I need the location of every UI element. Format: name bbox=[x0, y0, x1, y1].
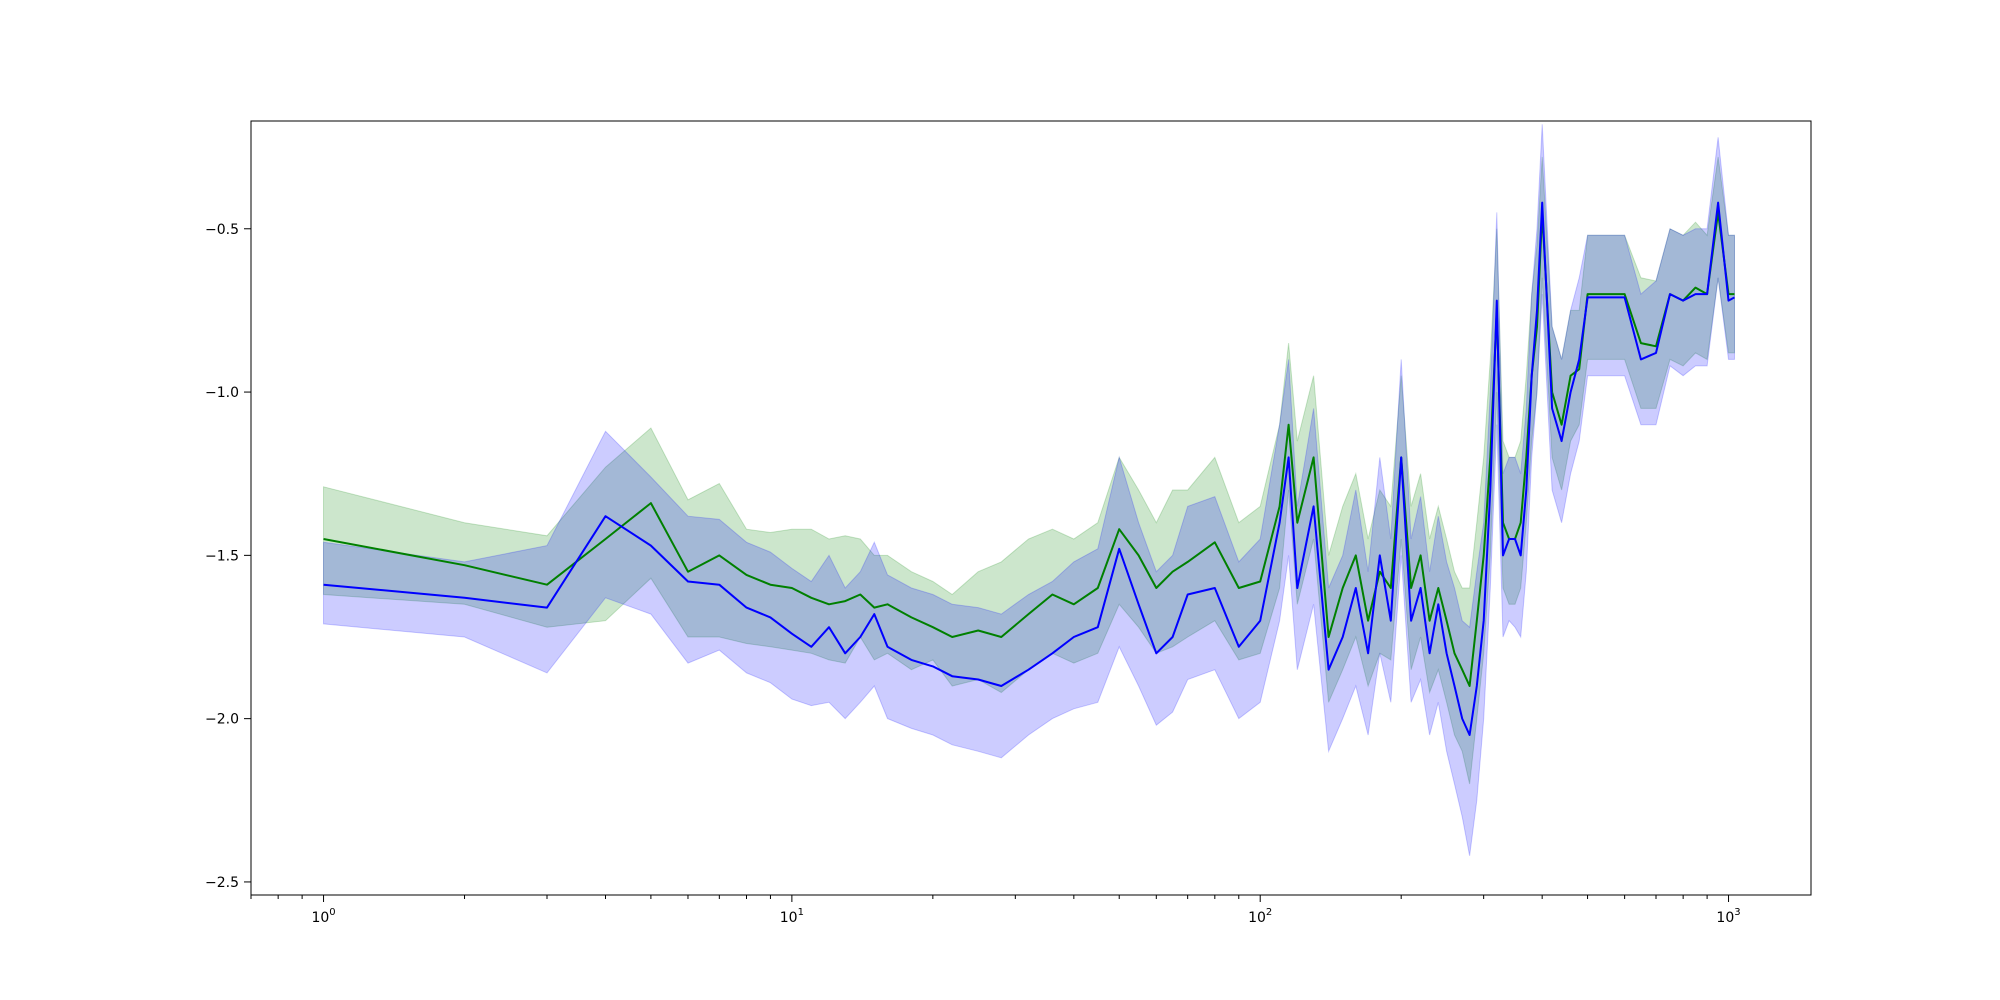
x-tick-base: 10 bbox=[1716, 910, 1734, 926]
series-2-band bbox=[323, 124, 1735, 856]
y-tick-label: −1.5 bbox=[205, 548, 239, 564]
y-tick-label: −1.0 bbox=[205, 385, 239, 401]
x-tick-exponent: 2 bbox=[1266, 907, 1272, 918]
x-tick-label: 100 bbox=[311, 907, 335, 926]
plot-area-frame bbox=[250, 120, 1812, 896]
series-2-line bbox=[323, 201, 1735, 736]
x-tick-label: 101 bbox=[780, 907, 804, 926]
x-tick-label: 103 bbox=[1716, 907, 1740, 926]
series-lines bbox=[323, 201, 1735, 736]
y-tick-label: −2.0 bbox=[205, 712, 239, 728]
y-tick-label: −0.5 bbox=[205, 222, 239, 238]
x-tick-exponent: 0 bbox=[329, 907, 335, 918]
y-axis: −0.5 −1.0 −1.5 −2.0 −2.5 bbox=[205, 222, 251, 891]
y-tick-label: −2.5 bbox=[205, 875, 239, 891]
confidence-bands bbox=[323, 124, 1735, 856]
x-tick-label: 102 bbox=[1248, 907, 1272, 926]
x-tick-base: 10 bbox=[311, 910, 329, 926]
series-1-line bbox=[323, 211, 1735, 687]
x-axis: 100 101 102 103 bbox=[250, 895, 1741, 926]
x-tick-base: 10 bbox=[1248, 910, 1266, 926]
x-tick-base: 10 bbox=[780, 910, 798, 926]
x-tick-exponent: 1 bbox=[798, 907, 804, 918]
series-1-band bbox=[323, 156, 1735, 785]
x-tick-exponent: 3 bbox=[1734, 907, 1740, 918]
